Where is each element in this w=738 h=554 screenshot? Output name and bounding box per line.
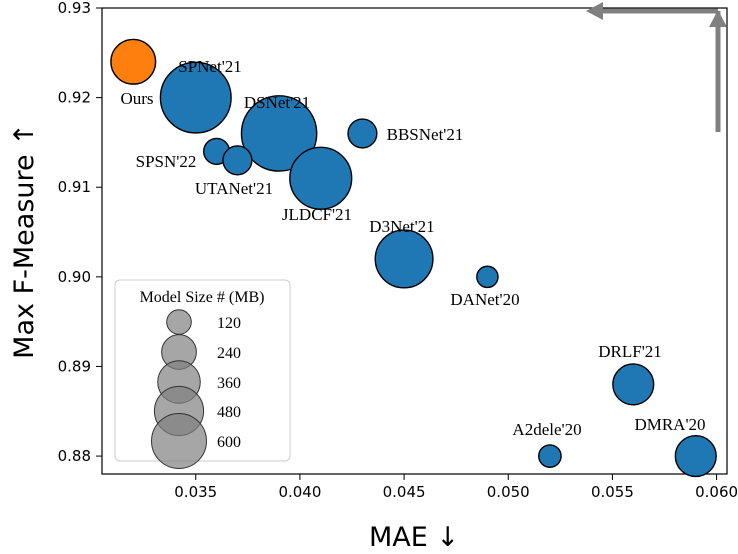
y-tick-label: 0.92 (58, 89, 91, 107)
legend-label-240: 240 (217, 345, 241, 362)
x-axis-label: MAE ↓ (369, 522, 459, 553)
point-label-a2dele-20: A2dele'20 (512, 420, 581, 439)
point-label-utanet-21: UTANet'21 (195, 179, 273, 198)
point-label-spnet-21: SPNet'21 (178, 57, 242, 76)
point-label-dmra-20: DMRA'20 (634, 415, 705, 434)
point-label-drlf-21: DRLF'21 (598, 342, 662, 361)
y-tick-label: 0.91 (58, 178, 91, 196)
better-direction-arrows (586, 2, 727, 132)
point-label-danet-20: DANet'20 (450, 290, 519, 309)
legend-label-120: 120 (217, 315, 241, 332)
y-tick-label: 0.93 (58, 0, 91, 17)
y-ticks: 0.88 0.89 0.90 0.91 0.92 0.93 (58, 0, 102, 465)
legend-label-360: 360 (217, 375, 241, 392)
point-ours (110, 38, 157, 85)
arrow-left-head (586, 2, 603, 20)
data-points (110, 38, 717, 478)
point-label-dsnet-21: DSNet'21 (244, 93, 310, 112)
point-danet-20 (476, 265, 499, 289)
point-label-ours: Ours (120, 89, 153, 108)
point-dsnet-21 (240, 95, 318, 172)
x-tick-label: 0.050 (487, 483, 530, 501)
point-label-spsn-22: SPSN'22 (136, 152, 197, 171)
legend: Model Size # (MB) 120 240 360 480 600 (114, 279, 291, 469)
legend-label-480: 480 (217, 404, 241, 421)
y-tick-label: 0.88 (58, 447, 91, 465)
arrow-up-head (709, 10, 727, 27)
legend-label-600: 600 (217, 434, 241, 451)
legend-title: Model Size # (MB) (140, 289, 265, 306)
point-label-jldcf-21: JLDCF'21 (282, 205, 352, 224)
point-label-bbsnet-21: BBSNet'21 (387, 125, 464, 144)
x-tick-label: 0.040 (278, 483, 321, 501)
point-jldcf-21 (289, 146, 353, 210)
point-a2dele-20 (538, 444, 562, 468)
point-d3net-21 (374, 229, 434, 289)
point-drlf-21 (612, 363, 655, 406)
y-tick-label: 0.90 (58, 268, 91, 286)
point-dmra-20 (674, 434, 717, 478)
x-tick-label: 0.035 (174, 483, 217, 501)
legend-entries: 120 240 360 480 600 (151, 309, 241, 469)
point-label-d3net-21: D3Net'21 (369, 217, 434, 236)
legend-marker-600 (151, 413, 207, 469)
point-utanet-21 (222, 145, 253, 176)
y-tick-label: 0.89 (58, 357, 91, 375)
plot-frame (101, 7, 728, 475)
legend-marker-120 (166, 309, 192, 335)
x-ticks: 0.035 0.040 0.045 0.050 0.055 0.060 (174, 474, 738, 501)
y-axis-label: Max F-Measure ↑ (9, 123, 40, 359)
point-bbsnet-21 (347, 118, 378, 149)
x-tick-label: 0.045 (383, 483, 426, 501)
x-tick-label: 0.060 (695, 483, 738, 501)
point-spnet-21 (159, 61, 232, 134)
x-tick-label: 0.055 (591, 483, 634, 501)
